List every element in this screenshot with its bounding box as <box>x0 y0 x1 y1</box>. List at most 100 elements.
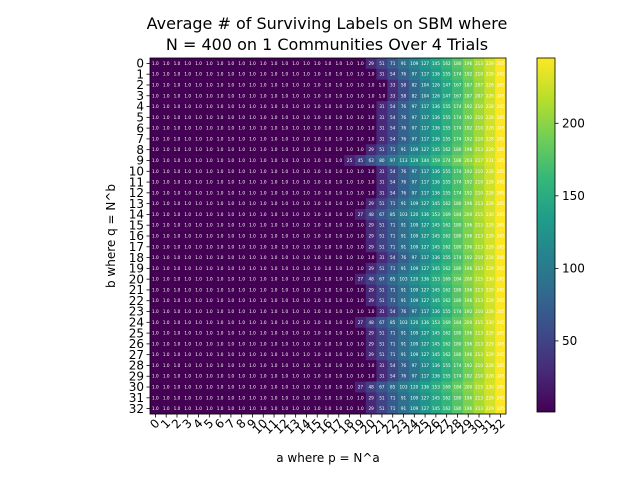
heatmap-cell <box>182 111 194 124</box>
heatmap-cell <box>150 295 162 307</box>
cell-value-label: 245 <box>497 331 505 336</box>
heatmap-cell <box>268 381 280 393</box>
heatmap-cell <box>279 144 291 156</box>
cell-value-label: 1.0 <box>325 298 332 303</box>
heatmap-cell <box>495 381 507 393</box>
heatmap-cell <box>344 111 356 124</box>
heatmap-cell <box>182 360 194 372</box>
cell-value-label: 1.0 <box>238 255 245 260</box>
cell-value-label: 1.0 <box>184 72 191 77</box>
heatmap-cell <box>419 176 431 188</box>
heatmap-cell <box>268 241 280 253</box>
cell-value-label: 1.0 <box>249 320 256 325</box>
heatmap-cell <box>495 273 507 285</box>
cell-value-label: 228 <box>486 255 494 260</box>
cell-value-label: 1.0 <box>152 93 159 98</box>
cell-value-label: 1.0 <box>346 169 353 174</box>
cell-value-label: 33 <box>390 82 396 87</box>
cell-value-label: 1.0 <box>195 341 202 346</box>
cell-value-label: 1.0 <box>238 201 245 206</box>
y-tick-label: 2 <box>136 78 144 92</box>
cell-value-label: 230 <box>486 385 494 390</box>
heatmap-cell <box>441 316 453 328</box>
cell-value-label: 210 <box>475 126 483 131</box>
heatmap-cell <box>203 241 216 253</box>
heatmap-cell <box>354 273 367 285</box>
heatmap-cell <box>225 144 237 156</box>
heatmap-cell <box>290 122 302 134</box>
x-axis-ticks: 0123456789101112131415161718192021222324… <box>147 414 508 437</box>
heatmap-cell <box>387 284 399 296</box>
heatmap-cell <box>247 392 259 404</box>
cell-value-label: 192 <box>464 115 472 120</box>
cell-value-label: 213 <box>475 234 483 239</box>
heatmap-cell <box>311 209 323 221</box>
heatmap-cell <box>495 241 507 253</box>
heatmap-cell <box>160 165 172 177</box>
cell-value-label: 1.0 <box>174 190 181 195</box>
cell-value-label: 145 <box>432 244 440 249</box>
heatmap-cell <box>333 230 345 242</box>
cell-value-label: 1.0 <box>238 395 245 400</box>
cell-value-label: 245 <box>497 309 505 314</box>
cell-value-label: 1.0 <box>184 255 191 260</box>
cell-value-label: 1.0 <box>249 147 256 152</box>
heatmap-cell <box>441 381 453 393</box>
cell-value-label: 31 <box>379 115 385 120</box>
cell-value-label: 1.0 <box>325 255 332 260</box>
heatmap-cell <box>408 79 420 91</box>
cell-value-label: 192 <box>464 126 472 131</box>
heatmap-cell <box>430 370 442 382</box>
heatmap-cell <box>365 133 377 145</box>
heatmap-cell <box>279 316 291 328</box>
heatmap-cell <box>279 68 291 80</box>
heatmap-cell <box>150 370 162 382</box>
heatmap-cell <box>268 209 280 221</box>
cell-value-label: 228 <box>486 180 494 185</box>
heatmap-cell <box>203 79 216 91</box>
cell-value-label: 127 <box>421 395 429 400</box>
cell-value-label: 213 <box>475 223 483 228</box>
cell-value-label: 1.0 <box>228 82 235 87</box>
heatmap-cell <box>193 295 205 307</box>
cell-value-label: 1.0 <box>163 374 170 379</box>
cell-value-label: 1.0 <box>271 136 278 141</box>
cell-value-label: 1.0 <box>325 341 332 346</box>
y-tick-label: 15 <box>129 218 144 232</box>
heatmap-cell <box>430 187 442 199</box>
cell-value-label: 1.0 <box>163 309 170 314</box>
cell-value-label: 245 <box>497 363 505 368</box>
heatmap-cell <box>387 381 399 393</box>
heatmap-cell <box>398 403 410 415</box>
cell-value-label: 1.0 <box>195 352 202 357</box>
cell-value-label: 127 <box>421 331 429 336</box>
heatmap-cell <box>311 111 323 124</box>
heatmap-cell <box>387 79 399 91</box>
cell-value-label: 1.0 <box>260 298 267 303</box>
heatmap-cell <box>311 133 323 145</box>
cell-value-label: 1.0 <box>357 82 364 87</box>
heatmap-cell <box>236 133 248 145</box>
cell-value-label: 136 <box>432 115 440 120</box>
cell-value-label: 1.0 <box>184 212 191 217</box>
heatmap-cell <box>150 155 162 167</box>
heatmap-cell <box>408 198 420 210</box>
heatmap-cell <box>247 327 259 339</box>
heatmap-cell <box>398 122 410 134</box>
cell-value-label: 1.0 <box>260 190 267 195</box>
cell-value-label: 1.0 <box>217 223 224 228</box>
cell-value-label: 1.0 <box>368 115 375 120</box>
cell-value-label: 1.0 <box>335 180 342 185</box>
heatmap-cell <box>376 295 388 307</box>
y-tick-label: 28 <box>129 359 144 373</box>
cell-value-label: 187 <box>464 82 472 87</box>
heatmap-cell <box>441 284 453 296</box>
cell-value-label: 1.0 <box>260 126 267 131</box>
heatmap-cell <box>408 370 420 382</box>
cell-value-label: 1.0 <box>303 331 310 336</box>
cell-value-label: 1.0 <box>271 385 278 390</box>
heatmap-cell <box>171 79 183 91</box>
cell-value-label: 1.0 <box>152 320 159 325</box>
heatmap-cell <box>344 392 356 404</box>
cell-value-label: 1.0 <box>314 406 321 411</box>
